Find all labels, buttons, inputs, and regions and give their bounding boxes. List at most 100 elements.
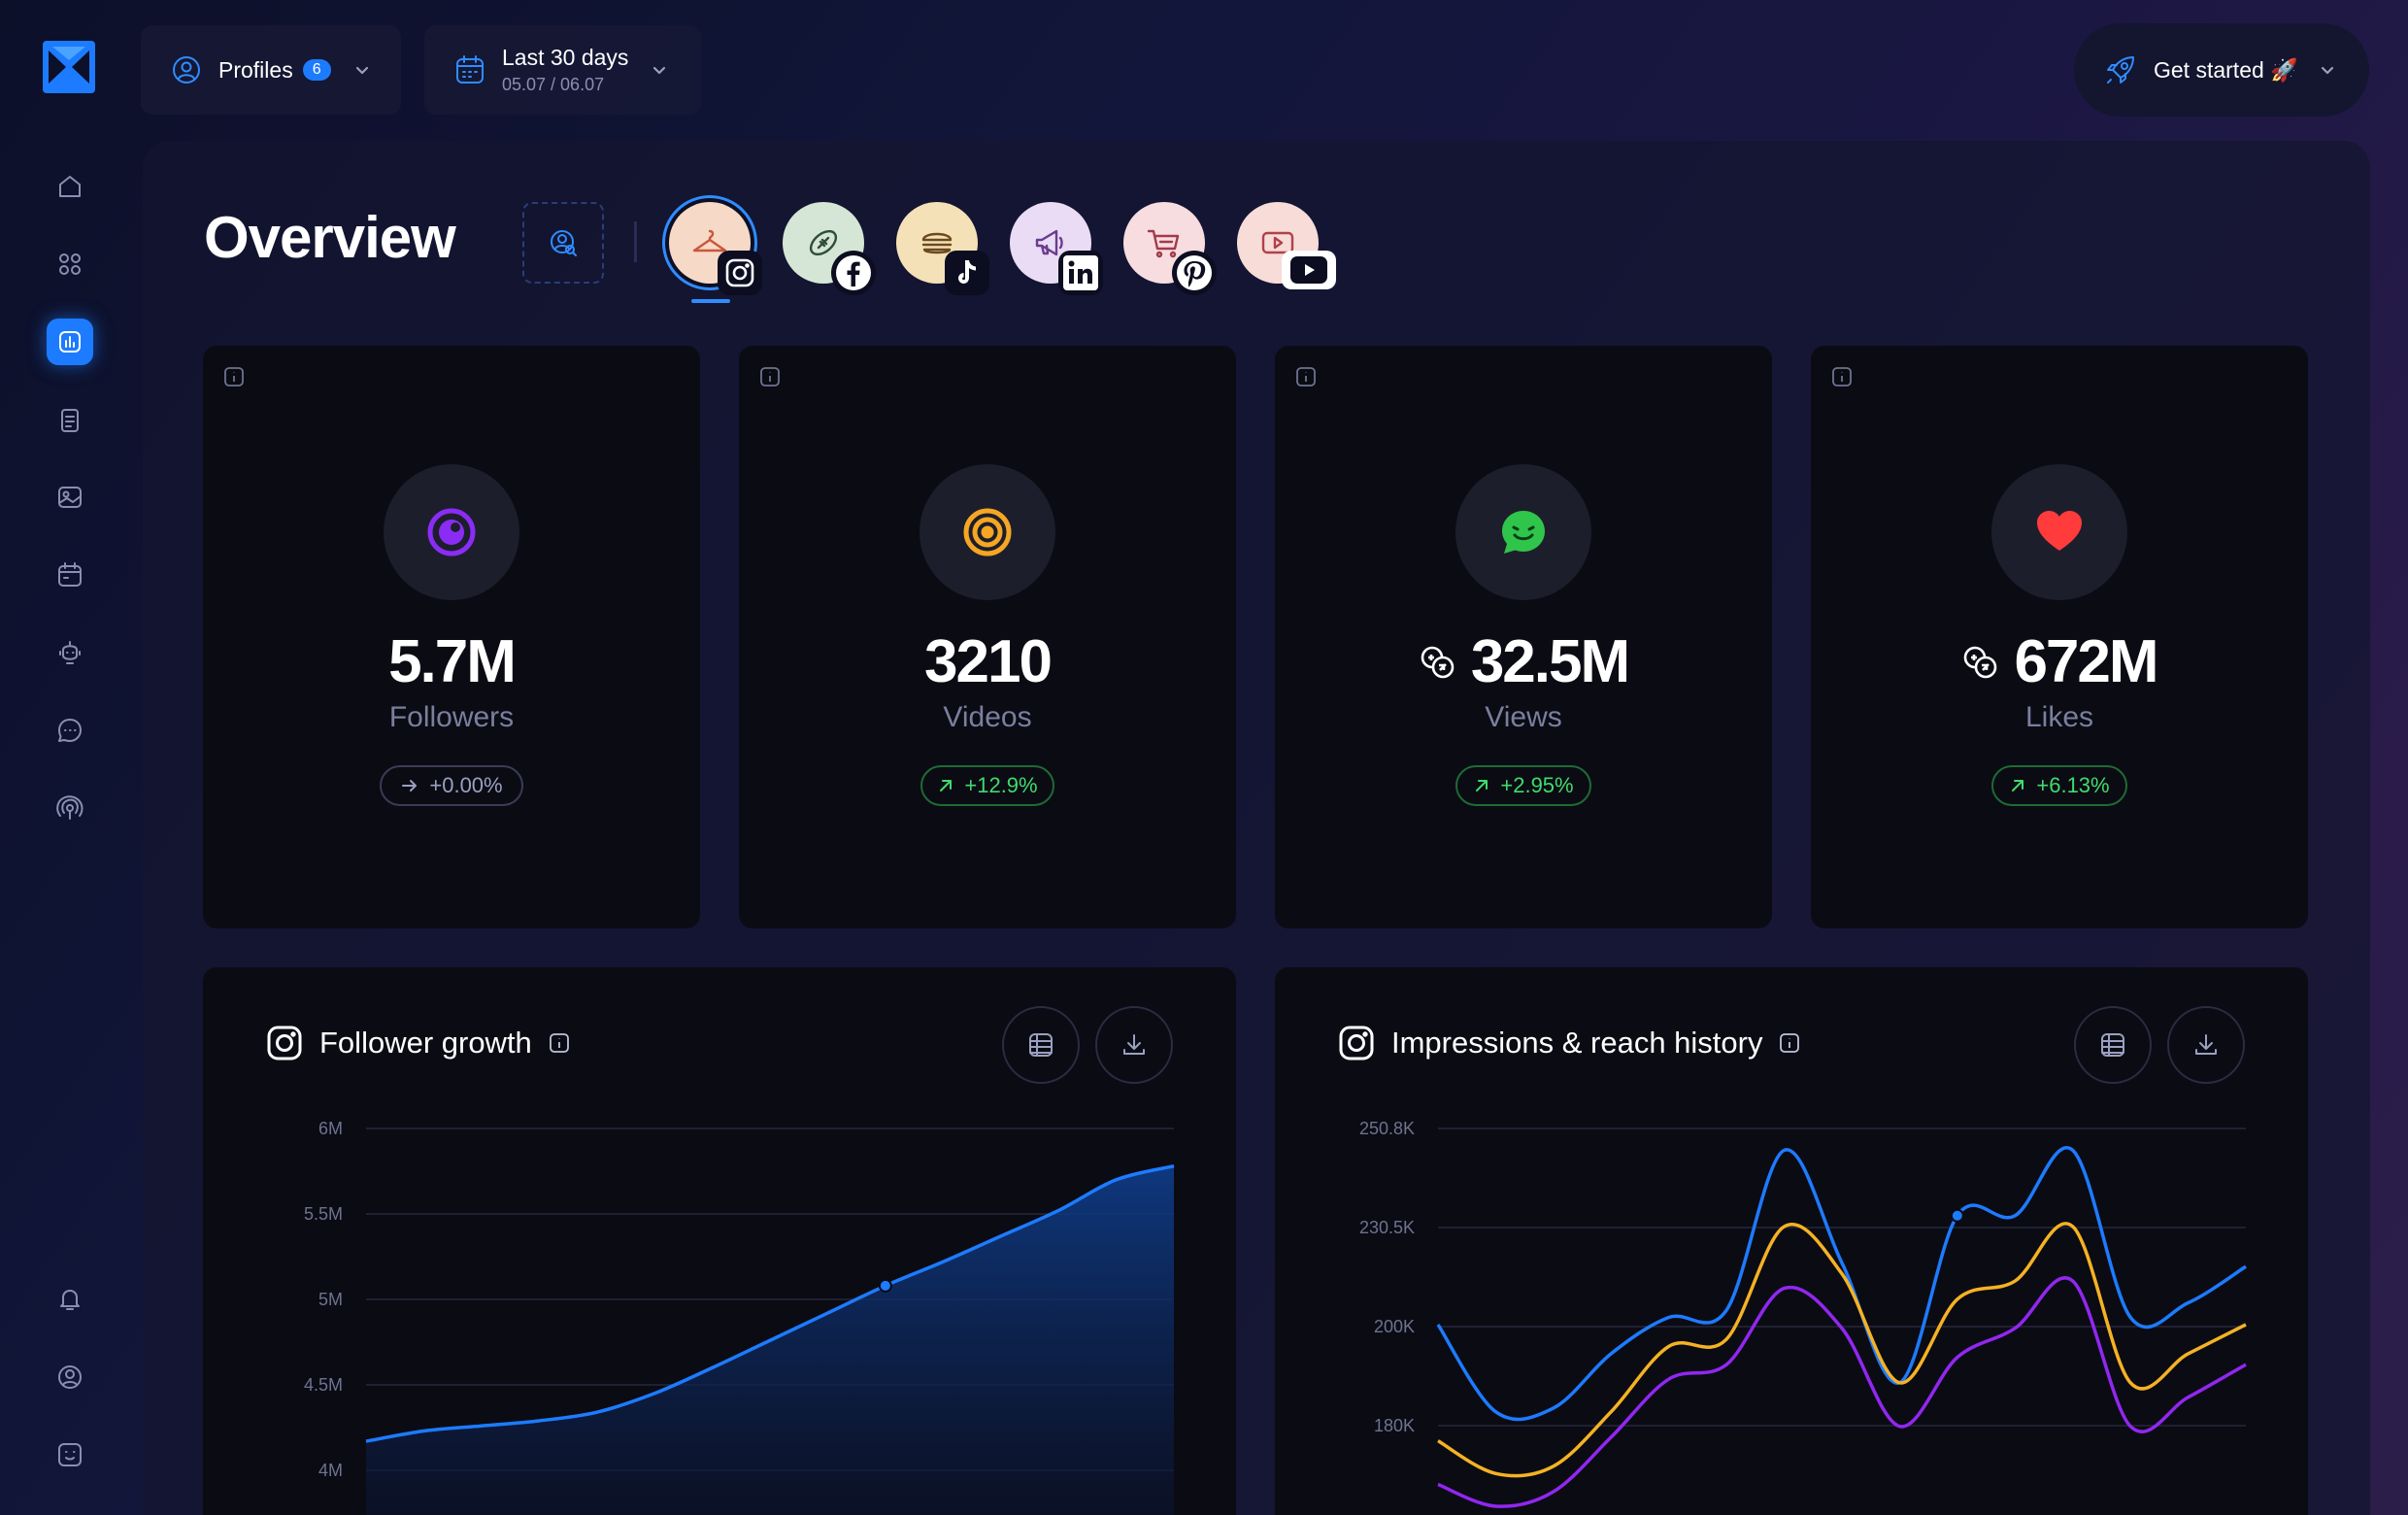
pinterest-icon: [1177, 255, 1212, 290]
calendar-icon: [456, 55, 484, 84]
table-view-button[interactable]: [2074, 1006, 2152, 1084]
download-button[interactable]: [2167, 1006, 2245, 1084]
stat-change-badge: +6.13%: [1991, 765, 2127, 806]
facebook-badge: [831, 251, 876, 295]
stat-change-value: +2.95%: [1500, 773, 1574, 797]
profiles-count-badge: 6: [302, 59, 331, 81]
sidebar-item-calendar[interactable]: [47, 552, 93, 598]
selected-profile-indicator: [691, 299, 730, 303]
sidebar-item-listening[interactable]: [47, 785, 93, 831]
calendar-icon: [58, 562, 82, 587]
stat-icon-circle: [384, 464, 519, 600]
profile-avatar-youtube[interactable]: [1237, 202, 1336, 289]
profiles-dropdown[interactable]: Profiles 6: [141, 25, 401, 115]
coins-icon: [1421, 646, 1455, 678]
arrow-up-right-icon: [1476, 780, 1488, 791]
heart-icon: [2037, 511, 2082, 551]
follower-growth-chart: 6M 5.5M 5M 4.5M 4M: [304, 1119, 1175, 1515]
profile-avatar-pinterest[interactable]: [1123, 202, 1217, 295]
table-view-button[interactable]: [1002, 1006, 1080, 1084]
stat-change-badge: +12.9%: [920, 765, 1054, 806]
pinterest-badge: [1172, 251, 1217, 295]
facebook-icon: [836, 255, 871, 290]
chat-icon: [58, 719, 82, 742]
stat-change-value: +0.00%: [429, 773, 503, 797]
stat-value: 32.5M: [1275, 627, 1772, 696]
profile-avatar-linkedin[interactable]: [1010, 202, 1103, 295]
sidebar-item-home[interactable]: [47, 163, 93, 210]
info-icon[interactable]: [1778, 1031, 1801, 1055]
profile-search-button[interactable]: [522, 202, 604, 284]
stat-card-videos: 3210 Videos +12.9%: [739, 346, 1236, 928]
sidebar-item-account[interactable]: [47, 1354, 93, 1400]
profile-avatar-facebook[interactable]: [783, 202, 876, 295]
series-line: [1436, 1146, 2247, 1422]
get-started-button[interactable]: Get started 🚀: [2074, 23, 2369, 117]
youtube-badge: [1282, 251, 1336, 289]
stat-change-badge: +2.95%: [1455, 765, 1591, 806]
linkedin-icon: [1063, 255, 1098, 290]
info-icon[interactable]: [548, 1031, 571, 1055]
stat-value-text: 672M: [2014, 628, 2158, 695]
y-tick-label: 6M: [318, 1119, 343, 1138]
burger-icon: [921, 232, 953, 254]
football-icon: [809, 229, 838, 256]
info-icon[interactable]: [758, 365, 782, 388]
date-range-dropdown[interactable]: Last 30 days 05.07 / 06.07: [424, 25, 701, 115]
sidebar-item-media[interactable]: [47, 474, 93, 521]
stat-value: 3210: [924, 628, 1053, 695]
get-started-label: Get started 🚀: [2154, 56, 2298, 83]
stat-label: Videos: [943, 701, 1032, 733]
profile-avatar-instagram[interactable]: [669, 202, 762, 295]
arrow-up-right-icon: [940, 780, 953, 791]
instagram-icon: [725, 258, 754, 287]
sidebar-item-dashboard[interactable]: [47, 241, 93, 287]
y-tick-label: 4M: [318, 1461, 343, 1480]
page-title: Overview: [204, 205, 456, 270]
bot-icon: [59, 641, 81, 664]
info-icon[interactable]: [222, 365, 246, 388]
stat-value: 5.7M: [388, 628, 517, 695]
info-icon[interactable]: [1830, 365, 1854, 388]
series-line: [1437, 1222, 2247, 1478]
clipboard-icon: [61, 409, 79, 432]
date-range-label: Last 30 days: [502, 45, 629, 70]
profile-avatar-tiktok[interactable]: [896, 202, 989, 295]
stat-label: Likes: [2024, 701, 2094, 733]
user-search-icon: [551, 230, 577, 256]
stat-card-likes: 672M Likes +6.13%: [1811, 346, 2308, 928]
table-icon: [1029, 1033, 1053, 1057]
toolbar-divider: [634, 221, 637, 262]
highlight-point[interactable]: [878, 1278, 892, 1293]
chevron-down-icon: [355, 66, 368, 75]
sidebar-item-messages[interactable]: [47, 707, 93, 754]
stat-card-views: 32.5M Views +2.95%: [1275, 346, 1772, 928]
avatar: [783, 202, 864, 284]
cart-icon: [1147, 229, 1180, 258]
youtube-icon: [1290, 256, 1327, 284]
sidebar-item-feedback[interactable]: [47, 1431, 93, 1478]
table-icon: [2101, 1033, 2124, 1057]
download-button[interactable]: [1095, 1006, 1173, 1084]
info-icon[interactable]: [1294, 365, 1318, 388]
target-icon: [963, 508, 1012, 556]
app-logo-icon[interactable]: [43, 41, 95, 93]
bell-icon: [60, 1290, 80, 1310]
y-tick-label: 230.5K: [1359, 1218, 1415, 1237]
sidebar-item-analytics[interactable]: [47, 319, 93, 365]
instagram-icon: [1339, 1026, 1374, 1060]
arrow-right-icon: [402, 780, 418, 791]
linkedin-badge: [1058, 251, 1103, 295]
highlight-point[interactable]: [1950, 1208, 1964, 1223]
stat-icon-circle: [1455, 464, 1591, 600]
stat-icon-circle: [1991, 464, 2127, 600]
sidebar-item-notifications[interactable]: [47, 1276, 93, 1323]
chevron-down-icon: [2321, 66, 2333, 75]
stat-value: 672M: [1811, 627, 2308, 696]
sidebar-item-tasks[interactable]: [47, 396, 93, 443]
smile-icon: [58, 1443, 82, 1466]
sidebar-item-bot[interactable]: [47, 629, 93, 676]
series-line: [1437, 1276, 2247, 1508]
stat-change-value: +6.13%: [2036, 773, 2110, 797]
y-tick-label: 4.5M: [304, 1375, 343, 1395]
